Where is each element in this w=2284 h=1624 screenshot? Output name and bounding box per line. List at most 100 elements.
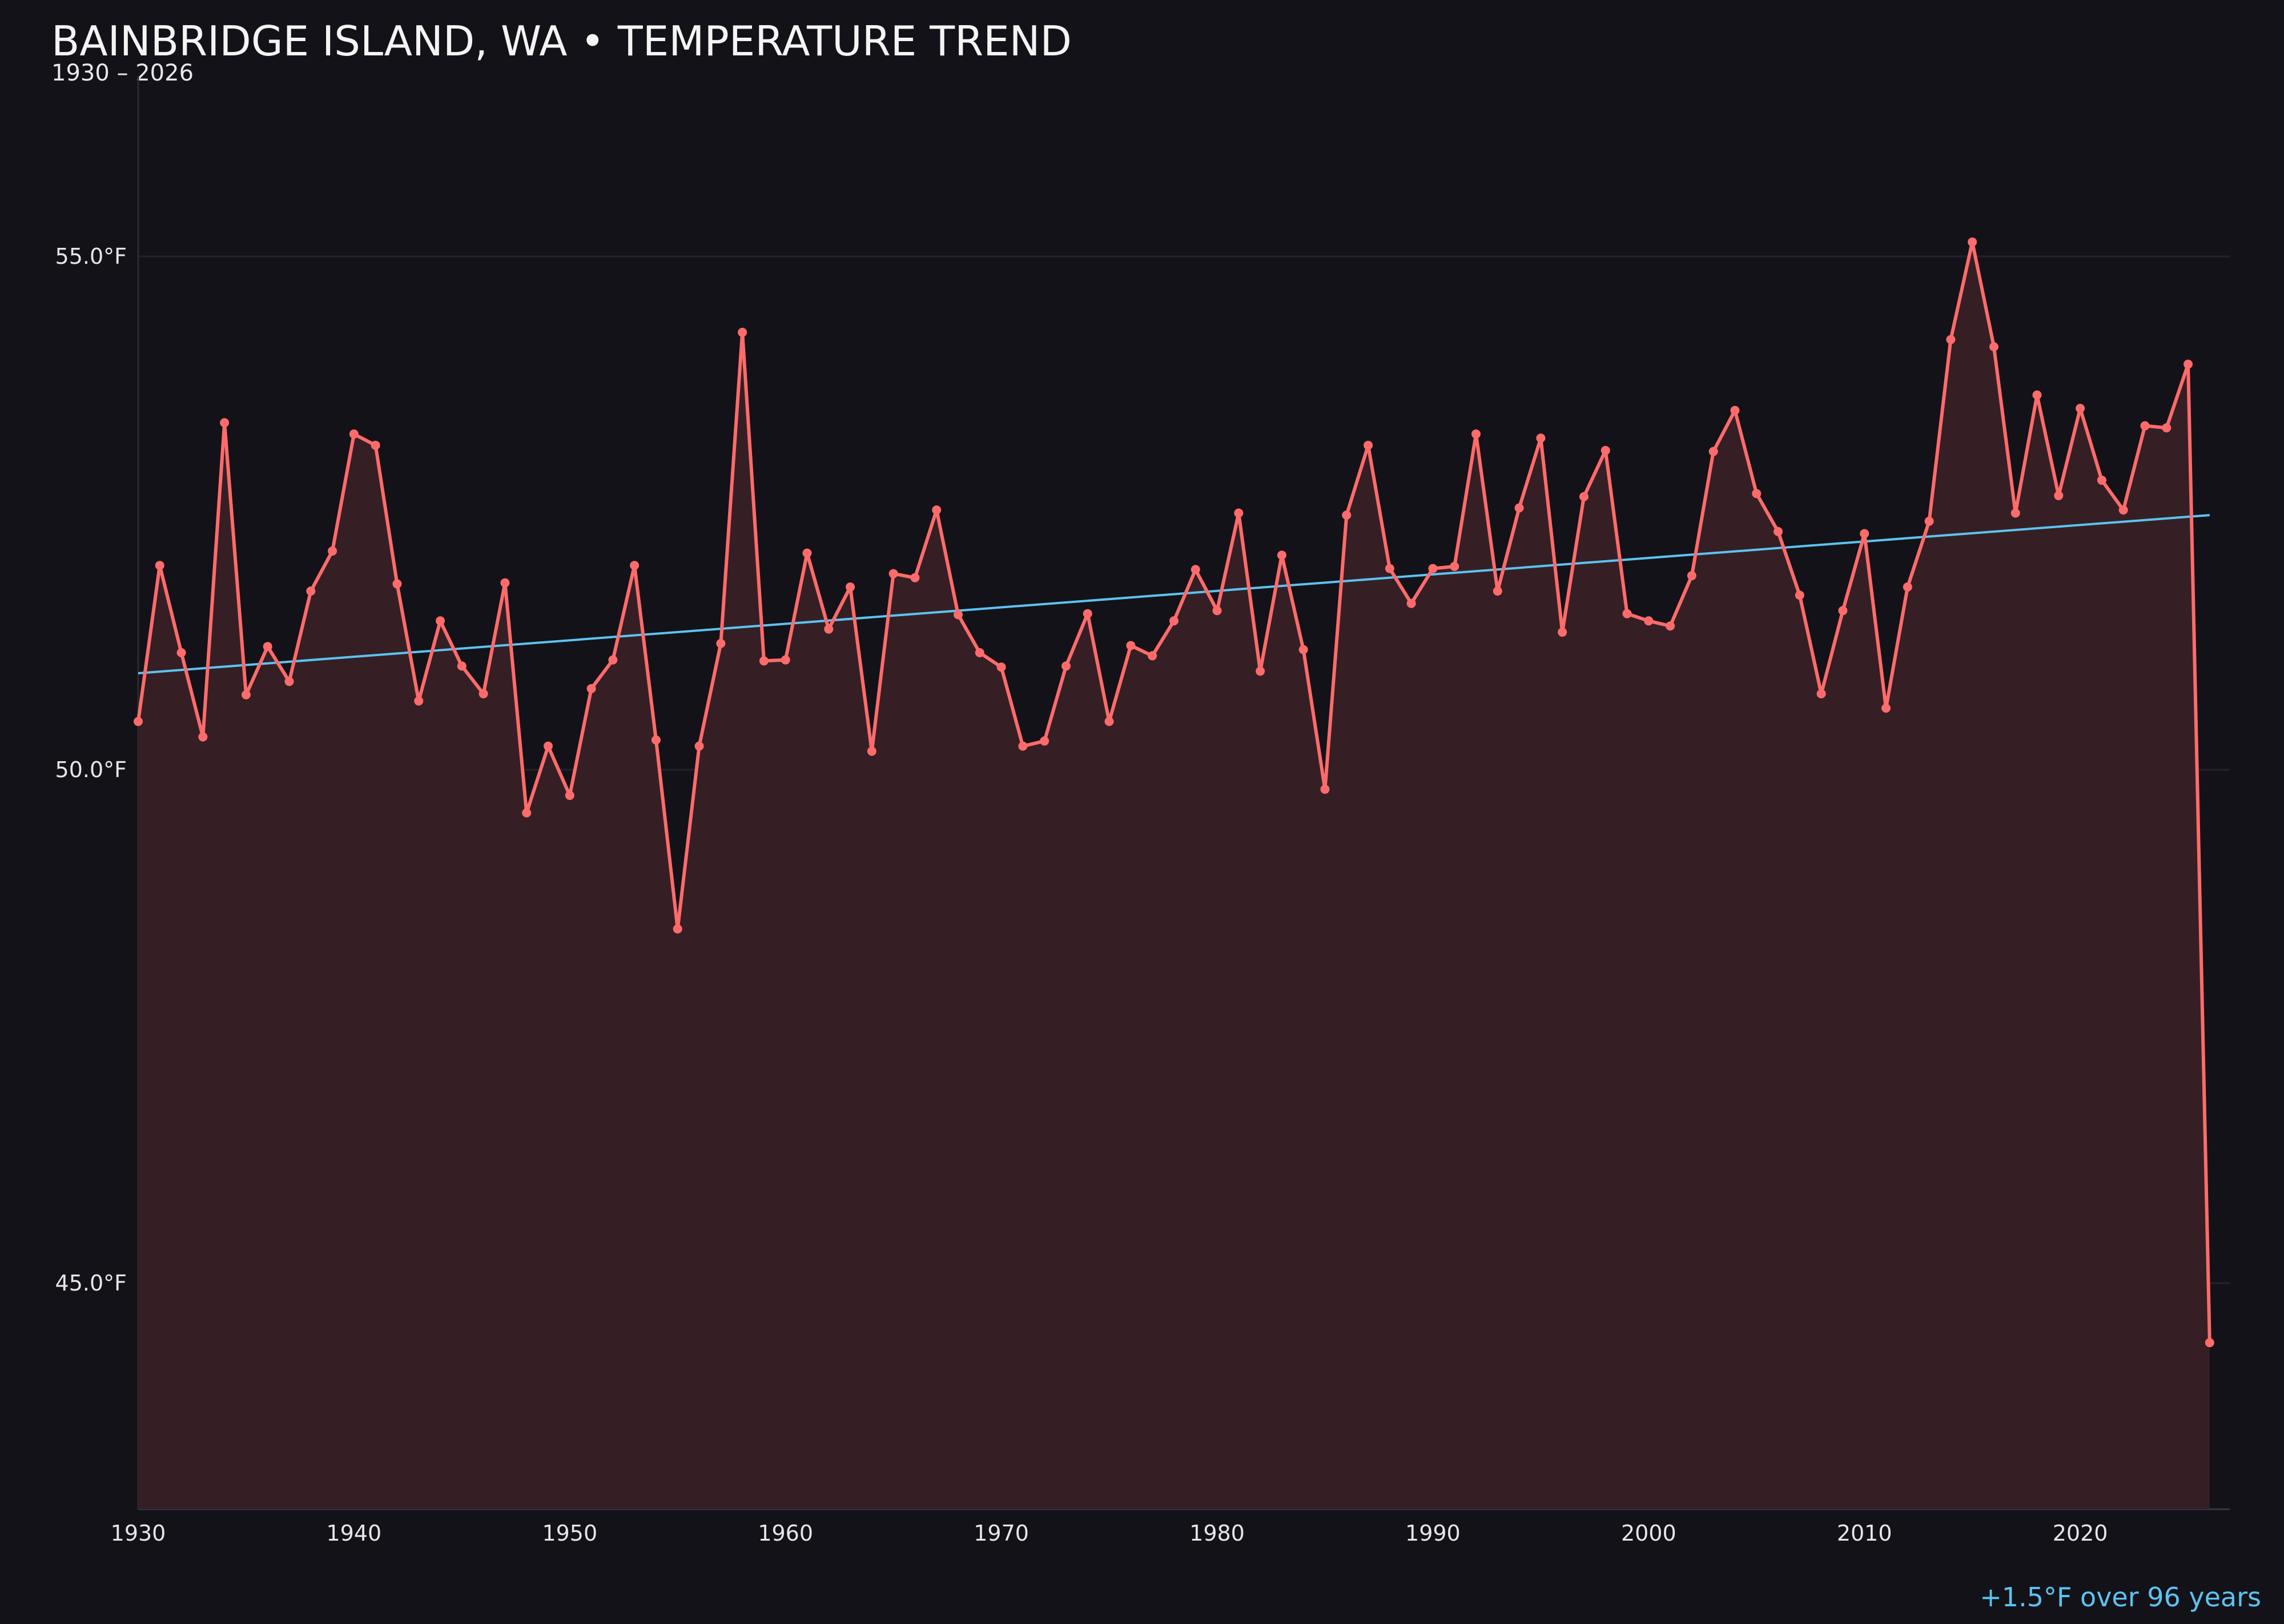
data-point (1126, 641, 1136, 650)
y-tick-label: 50.0°F (55, 757, 127, 782)
data-point (500, 578, 510, 588)
x-tick-label: 2010 (1837, 1521, 1892, 1546)
data-point (910, 573, 920, 582)
data-point (1061, 661, 1071, 671)
data-point (1450, 561, 1459, 571)
x-tick-label: 1950 (542, 1521, 597, 1546)
data-point (155, 561, 164, 570)
data-point (1579, 492, 1589, 501)
data-point (1234, 508, 1244, 518)
data-point (349, 429, 359, 439)
data-point (673, 924, 682, 934)
data-point (1298, 645, 1308, 654)
data-point (1471, 429, 1481, 439)
area-fill (138, 242, 2210, 1509)
data-point (1320, 785, 1330, 794)
data-point (1018, 741, 1028, 751)
data-point (241, 690, 251, 700)
data-point (1644, 616, 1654, 626)
y-tick-label: 45.0°F (55, 1271, 127, 1296)
data-point (1083, 609, 1092, 618)
data-point (306, 586, 316, 596)
data-point (1860, 529, 1869, 538)
x-tick-label: 1970 (974, 1521, 1029, 1546)
data-point (328, 546, 337, 556)
data-point (1364, 440, 1373, 450)
data-point (2205, 1338, 2214, 1348)
data-point (586, 684, 596, 693)
data-point (1191, 565, 1200, 574)
data-point (738, 328, 747, 337)
data-point (846, 582, 855, 592)
data-point (263, 642, 272, 652)
data-point (134, 717, 143, 726)
data-point (565, 790, 574, 800)
data-point (1428, 564, 1438, 573)
data-point (2140, 421, 2150, 431)
data-point (1169, 616, 1179, 626)
data-point (1385, 564, 1394, 573)
data-point (1601, 445, 1610, 455)
data-point (2054, 491, 2064, 500)
data-point (1924, 516, 1934, 526)
data-point (608, 655, 618, 665)
data-point (1708, 447, 1718, 456)
data-point (284, 677, 294, 686)
data-point (1816, 689, 1826, 698)
data-point (1795, 590, 1804, 600)
data-point (457, 661, 467, 671)
data-point (1989, 342, 1998, 352)
data-point (975, 648, 984, 658)
data-point (824, 624, 834, 634)
x-tick-label: 1940 (327, 1521, 382, 1546)
data-point (1946, 335, 1956, 344)
data-point (1148, 651, 1157, 661)
data-point (996, 662, 1006, 672)
data-point (1256, 666, 1265, 676)
data-point (176, 648, 186, 658)
data-point (802, 548, 812, 558)
x-tick-label: 2000 (1621, 1521, 1676, 1546)
x-tick-label: 1960 (758, 1521, 813, 1546)
data-point (220, 418, 230, 428)
data-point (2184, 359, 2193, 369)
data-point (1212, 606, 1222, 616)
data-point (1730, 405, 1740, 415)
data-point (392, 579, 402, 589)
y-tick-label: 55.0°F (55, 244, 127, 269)
data-point (1536, 433, 1546, 443)
x-tick-label: 1990 (1405, 1521, 1461, 1546)
data-point (2076, 404, 2085, 413)
data-point (1558, 628, 1567, 637)
chart-title: BAINBRIDGE ISLAND, WA • TEMPERATURE TREN… (51, 17, 1072, 65)
data-point (2032, 390, 2042, 400)
x-tick-label: 2020 (2053, 1521, 2108, 1546)
data-point (1881, 704, 1891, 713)
data-point (1493, 586, 1502, 596)
x-tick-label: 1980 (1189, 1521, 1245, 1546)
data-point (1040, 736, 1049, 746)
x-tick-label: 1930 (111, 1521, 166, 1546)
data-point (1903, 582, 1912, 592)
chart-subtitle: 1930 – 2026 (51, 60, 194, 86)
data-point (436, 616, 445, 626)
data-point (1104, 717, 1114, 726)
data-point (1514, 503, 1524, 513)
data-point (1277, 550, 1286, 560)
data-point (1838, 606, 1848, 616)
data-point (1774, 526, 1783, 536)
data-point (694, 741, 704, 751)
data-point (2097, 475, 2106, 485)
data-point (414, 696, 424, 706)
data-point (1752, 489, 1762, 499)
data-point (759, 656, 769, 666)
data-point (932, 505, 942, 515)
data-point (1968, 237, 1977, 247)
data-point (2010, 508, 2020, 518)
data-point (522, 808, 532, 818)
data-point (781, 655, 790, 665)
data-point (954, 610, 963, 620)
data-point (716, 638, 726, 648)
data-point (888, 569, 898, 578)
